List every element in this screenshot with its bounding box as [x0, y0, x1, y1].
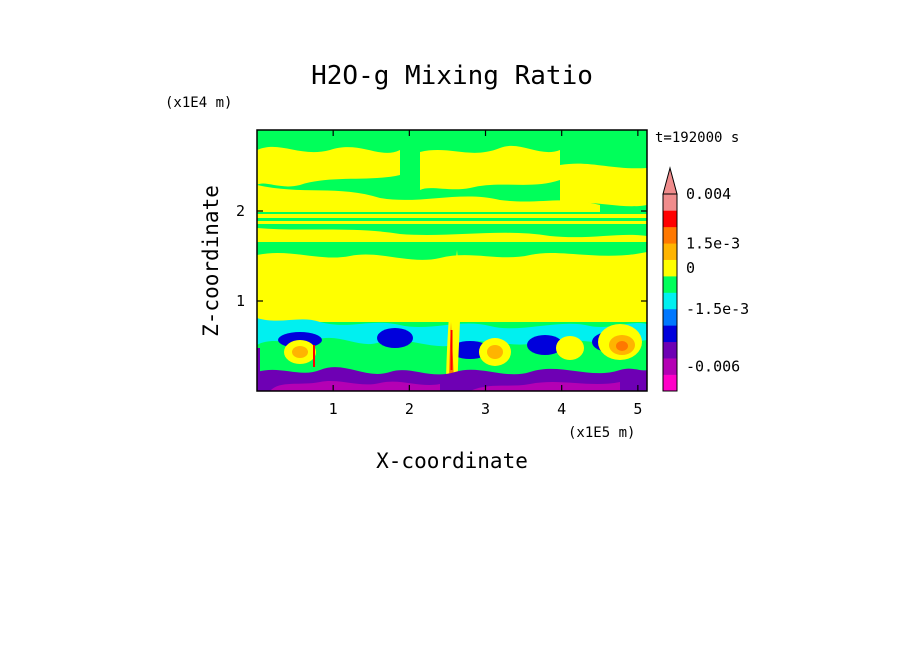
x-axis: 1 2 3 4 5: [329, 130, 642, 418]
y-axis-label: Z-coordinate: [199, 185, 223, 337]
colorbar-label: -0.006: [686, 357, 740, 375]
central-plume-max: [450, 330, 453, 370]
colorbar-label: -1.5e-3: [686, 300, 749, 318]
colorbar-swatch: [663, 276, 677, 293]
upper-yellow-patch: [560, 163, 647, 207]
blue-cell: [527, 335, 563, 355]
stripe: [257, 228, 647, 242]
y-tick-label: 1: [236, 292, 245, 310]
contour-field: [257, 130, 647, 391]
x-axis-label: X-coordinate: [376, 449, 528, 473]
stripe: [257, 214, 647, 218]
red-streak: [313, 345, 315, 367]
x-tick-label: 3: [481, 400, 490, 418]
colorbar-label: 1.5e-3: [686, 234, 740, 252]
x-tick-label: 5: [633, 400, 642, 418]
colorbar-swatch: [663, 194, 677, 211]
colorbar-swatch: [663, 308, 677, 326]
colorbar-swatch: [663, 374, 677, 392]
stripe: [257, 221, 647, 224]
colorbar-swatch: [663, 341, 677, 359]
colorbar-label: 0.004: [686, 185, 731, 203]
surface-magenta: [270, 381, 440, 391]
blue-cell: [377, 328, 413, 348]
warm-anomaly-core: [616, 341, 628, 351]
x-tick-label: 2: [405, 400, 414, 418]
upper-yellow-patch: [257, 146, 400, 187]
colorbar-swatch: [663, 210, 677, 228]
upper-yellow-band: [257, 185, 600, 212]
colorbar-swatch: [663, 226, 677, 244]
upper-yellow-patch: [420, 145, 560, 190]
x-tick-label: 1: [329, 400, 338, 418]
colorbar-extend-arrow: [662, 166, 678, 195]
warm-anomaly-core: [487, 345, 503, 359]
colorbar-frame: [662, 193, 678, 392]
left-edge-purple: [257, 348, 260, 391]
x-tick-label: 4: [557, 400, 566, 418]
colorbar-swatch: [663, 358, 677, 375]
y-tick-label: 2: [236, 202, 245, 220]
colorbar-label: 0: [686, 259, 695, 277]
colorbar-swatch: [663, 259, 677, 277]
colorbar-swatch: [663, 292, 677, 310]
x-scale-label: (x1E5 m): [568, 425, 635, 441]
plot-frame: [256, 129, 648, 392]
y-scale-label: (x1E4 m): [165, 95, 232, 111]
colorbar: 0.004 1.5e-3 0 -1.5e-3 -0.006: [662, 166, 749, 392]
central-plume: [446, 250, 461, 391]
surface-magenta: [470, 382, 620, 391]
colorbar-swatch: [663, 243, 677, 260]
warm-anomaly: [556, 336, 584, 360]
warm-anomaly-core: [292, 346, 308, 358]
chart-title: H2O-g Mixing Ratio: [311, 61, 593, 91]
colorbar-swatch: [663, 325, 677, 343]
time-label: t=192000 s: [655, 130, 739, 146]
y-axis: 12: [236, 202, 647, 310]
